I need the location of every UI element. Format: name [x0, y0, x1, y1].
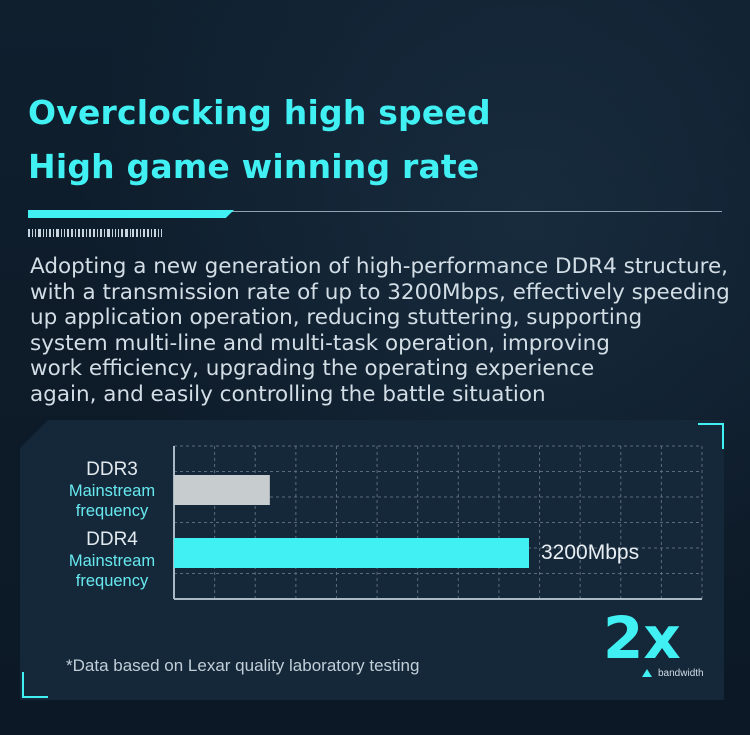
ddr4-value-label: 3200Mbps — [541, 541, 640, 564]
barcode-tick — [114, 229, 117, 237]
barcode-tick — [111, 229, 113, 237]
headline-line-1: Overclocking high speed — [28, 93, 491, 132]
ddr3-subtitle: Mainstream frequency — [52, 481, 172, 521]
corner-bracket-top-right — [698, 423, 724, 449]
barcode-tick — [28, 229, 30, 237]
multiplier-text: 2x — [603, 604, 681, 672]
barcode-decoration — [28, 229, 163, 237]
barcode-tick — [60, 229, 63, 237]
triangle-up-icon — [642, 669, 652, 677]
subtitle-line: Mainstream — [68, 482, 156, 500]
barcode-tick — [153, 229, 156, 237]
barcode-tick — [75, 229, 77, 237]
footnote: *Data based on Lexar quality laboratory … — [66, 656, 420, 675]
barcode-tick — [118, 229, 120, 237]
barcode-tick — [147, 229, 149, 237]
barcode-tick — [35, 229, 37, 237]
barcode-tick — [139, 229, 141, 237]
barcode-tick — [99, 229, 102, 237]
barcode-tick — [121, 229, 123, 237]
bar-ddr4 — [174, 538, 529, 568]
barcode-tick — [96, 229, 98, 237]
barcode-tick — [42, 229, 44, 237]
corner-bracket-bottom-left — [22, 672, 48, 698]
barcode-tick — [70, 229, 74, 237]
ddr4-subtitle: Mainstream frequency — [52, 551, 172, 591]
barcode-tick — [45, 229, 48, 237]
barcode-tick — [124, 229, 128, 237]
barcode-tick — [151, 229, 152, 237]
barcode-tick — [142, 229, 146, 237]
headline: Overclocking high speed High game winnin… — [28, 86, 491, 194]
description-text: Adopting a new generation of high-perfor… — [30, 254, 730, 407]
subtitle-line: Mainstream — [68, 552, 156, 570]
headline-line-2: High game winning rate — [28, 147, 480, 186]
barcode-tick — [78, 229, 81, 237]
bandwidth-caption-text: bandwidth — [658, 668, 704, 679]
barcode-tick — [49, 229, 52, 237]
barcode-tick — [67, 229, 69, 237]
barcode-tick — [132, 229, 135, 237]
ddr3-name: DDR3 — [86, 459, 138, 480]
ddr3-label: DDR3 Mainstream frequency — [52, 459, 172, 521]
subtitle-line: frequency — [75, 502, 149, 520]
divider-line — [226, 211, 722, 212]
bar-ddr3 — [174, 475, 270, 505]
barcode-tick — [136, 229, 138, 237]
barcode-tick — [85, 229, 87, 237]
bandwidth-caption: bandwidth — [642, 667, 704, 681]
barcode-tick — [129, 229, 131, 237]
barcode-tick — [157, 229, 160, 237]
barcode-tick — [82, 229, 84, 237]
barcode-tick — [38, 229, 41, 237]
barcode-tick — [103, 229, 106, 237]
ddr4-label: DDR4 Mainstream frequency — [52, 529, 172, 591]
barcode-tick — [56, 229, 59, 237]
barcode-tick — [107, 229, 110, 237]
barcode-tick — [31, 229, 34, 237]
barcode-tick — [93, 229, 95, 237]
barcode-tick — [53, 229, 55, 237]
accent-bar — [28, 210, 234, 218]
barcode-tick — [88, 229, 92, 237]
barcode-tick — [64, 229, 66, 237]
ddr4-name: DDR4 — [86, 529, 138, 550]
subtitle-line: frequency — [75, 572, 149, 590]
barcode-tick — [161, 229, 163, 237]
